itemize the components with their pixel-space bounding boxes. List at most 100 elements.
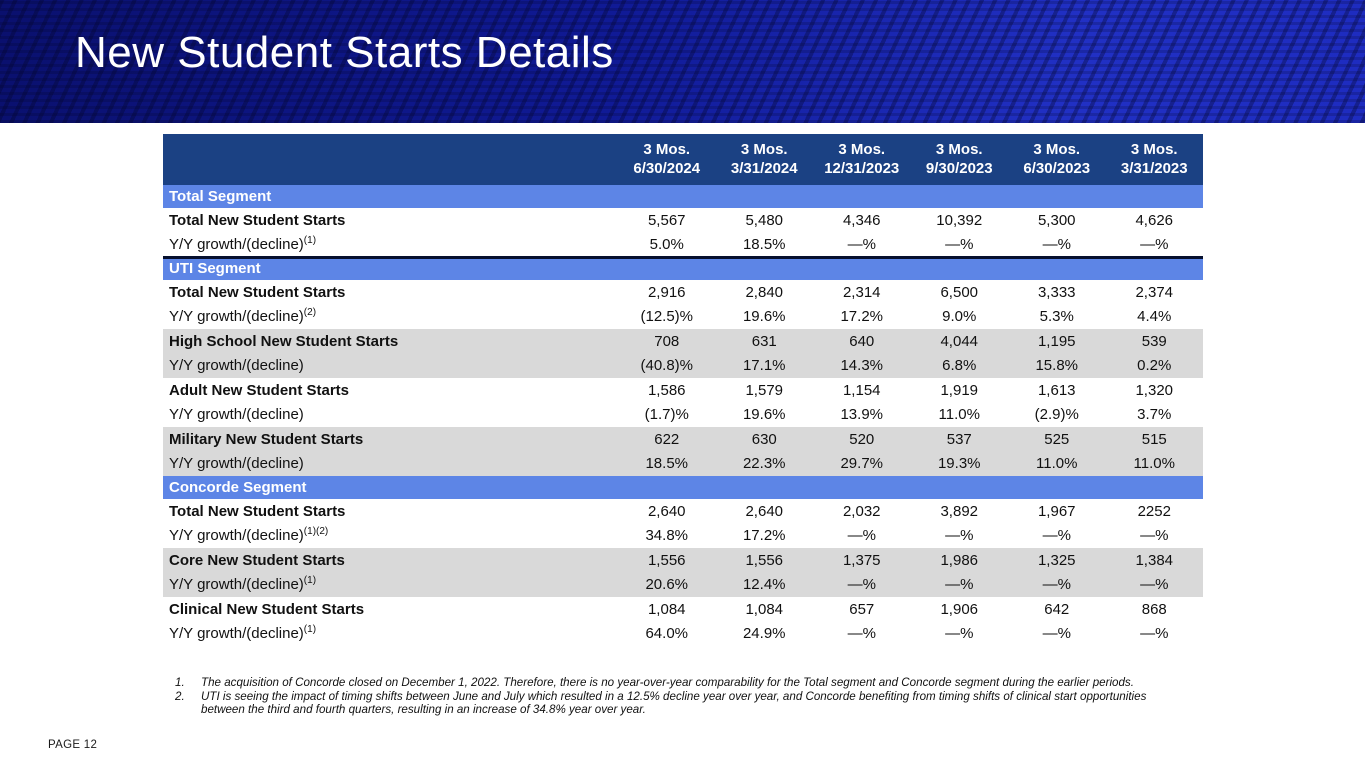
section-title: Total Segment xyxy=(163,185,1203,208)
value-cell: —% xyxy=(847,527,876,545)
value-cell: 622 xyxy=(618,427,716,452)
value-cell: —% xyxy=(813,572,911,597)
footnote-item: 2. UTI is seeing the impact of timing shi… xyxy=(175,690,1187,717)
value-cell: —% xyxy=(945,625,974,643)
period-date-label: 6/30/2023 xyxy=(1023,160,1091,177)
value-cell: 20.6% xyxy=(618,572,716,597)
starts-table: 3 Mos. 6/30/2024 3 Mos. 3/31/2024 3 Mos. 12/3… xyxy=(163,134,1203,646)
value-cell: 9.0% xyxy=(942,308,977,326)
value-cell: 4,346 xyxy=(842,211,881,229)
value-cell: —% xyxy=(1140,527,1169,545)
value-cell: 2,032 xyxy=(842,502,881,520)
value-cell: —% xyxy=(1008,572,1106,597)
value-cell: 2,314 xyxy=(842,283,881,301)
value-cell: 525 xyxy=(1008,427,1106,452)
table-row: Y/Y growth/(decline)(1) 5.0% 18.5% —% —% —% —% xyxy=(163,233,1203,258)
value-cell: 537 xyxy=(910,427,1008,452)
row-label: Core New Student Starts xyxy=(163,548,618,573)
value-cell: 12.4% xyxy=(715,572,813,597)
value-cell: (40.8)% xyxy=(618,353,716,378)
value-cell: 1,986 xyxy=(910,548,1008,573)
row-label: Military New Student Starts xyxy=(163,427,618,452)
title-banner: New Student Starts Details xyxy=(0,0,1365,123)
row-label: Total New Student Starts xyxy=(169,283,346,301)
value-cell: (1.7)% xyxy=(644,406,689,424)
column-header-row: 3 Mos. 6/30/2024 3 Mos. 3/31/2024 3 Mos. 12/3… xyxy=(163,134,1203,185)
period-duration-label: 3 Mos. xyxy=(838,141,886,158)
value-cell: 2,374 xyxy=(1135,283,1174,301)
slide-title: New Student Starts Details xyxy=(75,28,614,77)
footnote-item: 1. The acquisition of Concorde closed on … xyxy=(175,676,1187,690)
value-cell: 18.5% xyxy=(742,235,786,253)
value-cell: 6.8% xyxy=(910,353,1008,378)
row-label: Total New Student Starts xyxy=(169,502,346,520)
row-label: Adult New Student Starts xyxy=(169,381,350,399)
row-label: Y/Y growth/(decline)(2) xyxy=(169,307,317,326)
value-cell: 1,556 xyxy=(715,548,813,573)
row-label: Y/Y growth/(decline)(1) xyxy=(163,572,618,597)
value-cell: 657 xyxy=(849,600,875,618)
value-cell: 1,586 xyxy=(647,381,686,399)
value-cell: 520 xyxy=(813,427,911,452)
value-cell: 2,916 xyxy=(647,283,686,301)
section-header-row: UTI Segment xyxy=(163,255,1203,280)
period-column-header: 3 Mos. 3/31/2023 xyxy=(1105,134,1203,185)
table-row: Military New Student Starts 622 630 520 537 5… xyxy=(163,427,1203,452)
value-cell: 1,154 xyxy=(842,381,881,399)
period-date-label: 6/30/2024 xyxy=(633,160,701,177)
value-cell: —% xyxy=(847,235,876,253)
value-cell: 17.2% xyxy=(840,308,884,326)
footnotes: 1. The acquisition of Concorde closed on … xyxy=(175,676,1187,717)
section-title: Concorde Segment xyxy=(163,476,1203,499)
period-column-header: 3 Mos. 9/30/2023 xyxy=(910,134,1008,185)
table-row: Y/Y growth/(decline)(1) 20.6% 12.4% —% —% —% —… xyxy=(163,572,1203,597)
new-student-starts-table: 3 Mos. 6/30/2024 3 Mos. 3/31/2024 3 Mos. 12/3… xyxy=(163,134,1203,646)
table-row: Y/Y growth/(decline) 18.5% 22.3% 29.7% 19.3%… xyxy=(163,451,1203,476)
footnote-number: 2. xyxy=(175,689,185,703)
period-column-header: 3 Mos. 3/31/2024 xyxy=(715,134,813,185)
value-cell: 3,333 xyxy=(1037,283,1076,301)
value-cell: 34.8% xyxy=(645,527,689,545)
value-cell: 10,392 xyxy=(936,211,983,229)
value-cell: 1,613 xyxy=(1037,381,1076,399)
value-cell: 5,567 xyxy=(647,211,686,229)
value-cell: (2.9)% xyxy=(1034,406,1079,424)
value-cell: —% xyxy=(1140,625,1169,643)
value-cell: —% xyxy=(1042,235,1071,253)
value-cell: —% xyxy=(1042,625,1071,643)
value-cell: 1,084 xyxy=(647,600,686,618)
period-column-header: 3 Mos. 6/30/2023 xyxy=(1008,134,1106,185)
footnote-reference: (1) xyxy=(303,575,317,587)
table-row: Adult New Student Starts 1,586 1,579 1,154 1… xyxy=(163,378,1203,403)
value-cell: 11.0% xyxy=(938,406,980,424)
table-body: Total Segment Total New Student Starts 5,5… xyxy=(163,185,1203,646)
table-row: Clinical New Student Starts 1,084 1,084 657… xyxy=(163,597,1203,622)
value-cell: 1,556 xyxy=(618,548,716,573)
value-cell: 1,579 xyxy=(745,381,784,399)
value-cell: —% xyxy=(910,572,1008,597)
value-cell: 1,906 xyxy=(940,600,979,618)
section-header-row: Total Segment xyxy=(163,185,1203,208)
period-column-header: 3 Mos. 6/30/2024 xyxy=(618,134,716,185)
footnote-text: UTI is seeing the impact of timing shift… xyxy=(201,689,1147,717)
value-cell: 4,044 xyxy=(910,329,1008,354)
period-column-header: 3 Mos. 12/31/2023 xyxy=(813,134,911,185)
value-cell: 1,967 xyxy=(1037,502,1076,520)
table-row: Y/Y growth/(decline)(1)(2) 34.8% 17.2% —% —%… xyxy=(163,524,1203,549)
footnote-reference: (1) xyxy=(303,624,317,636)
row-label: Y/Y growth/(decline) xyxy=(169,406,304,424)
table-row: Total New Student Starts 2,640 2,640 2,032 3… xyxy=(163,499,1203,524)
value-cell: 631 xyxy=(715,329,813,354)
value-cell: —% xyxy=(1042,527,1071,545)
footnote-number: 1. xyxy=(175,676,185,689)
value-cell: 2,640 xyxy=(647,502,686,520)
value-cell: 640 xyxy=(813,329,911,354)
value-cell: 1,375 xyxy=(813,548,911,573)
value-cell: 24.9% xyxy=(742,625,786,643)
value-cell: 2,840 xyxy=(745,283,784,301)
value-cell: 2,640 xyxy=(745,502,784,520)
row-label: Clinical New Student Starts xyxy=(169,600,365,618)
value-cell: 1,919 xyxy=(940,381,979,399)
value-cell: 2252 xyxy=(1137,502,1171,520)
value-cell: 3.7% xyxy=(1137,406,1172,424)
